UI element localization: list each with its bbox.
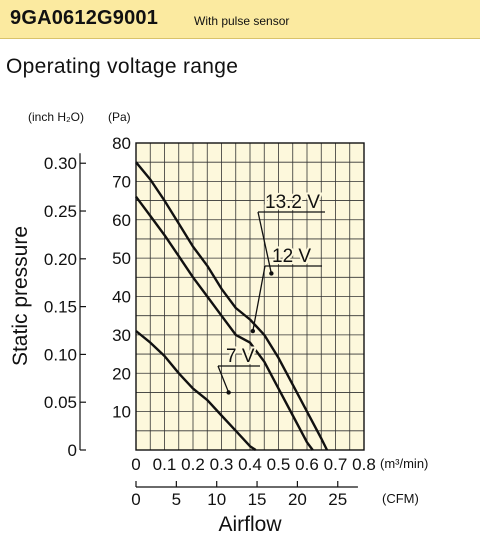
x-tick-label-m3min: 0.4 xyxy=(238,455,262,474)
x-tick-label-cfm: 10 xyxy=(207,490,226,509)
y-axis-title: Static pressure xyxy=(9,226,32,366)
x-tick-label-m3min: 0.1 xyxy=(153,455,177,474)
y-tick-label-pa: 30 xyxy=(112,326,131,345)
y-tick-label-inch: 0.25 xyxy=(44,202,77,221)
x-unit-m3min: (m³/min) xyxy=(380,456,428,471)
y-tick-label-pa: 80 xyxy=(112,134,131,153)
y-tick-label-inch: 0.15 xyxy=(44,298,77,317)
x-tick-label-m3min: 0.6 xyxy=(295,455,319,474)
series-label-1: 13.2 V xyxy=(265,192,320,213)
series-line-2 xyxy=(135,195,314,451)
x-tick-label-cfm: 20 xyxy=(288,490,307,509)
x-tick-label-cfm: 0 xyxy=(131,490,140,509)
leader-line xyxy=(252,265,266,332)
x-tick-label-m3min: 0 xyxy=(131,455,140,474)
x-tick-label-m3min: 0.8 xyxy=(352,455,376,474)
model-subtitle: With pulse sensor xyxy=(194,14,290,28)
y-tick-label-pa: 20 xyxy=(112,364,131,383)
y-tick-label-pa: 50 xyxy=(112,249,131,268)
model-title: 9GA0612G9001 xyxy=(10,7,159,29)
y-unit-pa: (Pa) xyxy=(108,110,131,124)
y-tick-label-inch: 0.30 xyxy=(44,154,77,173)
y-tick-label-pa: 10 xyxy=(112,403,131,422)
leader-line xyxy=(217,365,230,393)
x-tick-label-m3min: 0.3 xyxy=(210,455,234,474)
x-unit-cfm: (CFM) xyxy=(382,491,419,506)
y-tick-label-inch: 0.20 xyxy=(44,250,77,269)
x-axis-title: Airflow xyxy=(218,513,282,536)
x-tick-label-cfm: 25 xyxy=(328,490,347,509)
leader-line xyxy=(257,211,273,274)
series-label-3: 7 V xyxy=(226,346,255,367)
series-label-2: 12 V xyxy=(272,246,311,267)
y-unit-inch: (inch H₂O) xyxy=(28,110,84,124)
plot-frame xyxy=(135,142,365,451)
series-line-1 xyxy=(135,161,329,451)
leader-dot xyxy=(269,271,274,276)
y-tick-label-pa: 60 xyxy=(112,211,131,230)
leader-dot xyxy=(250,328,256,334)
x-tick-label-m3min: 0.2 xyxy=(181,455,205,474)
x-tick-label-cfm: 15 xyxy=(248,490,267,509)
x-tick-label-m3min: 0.5 xyxy=(267,455,291,474)
y-tick-label-pa: 40 xyxy=(112,288,131,307)
x-tick-label-cfm: 5 xyxy=(172,490,181,509)
section-title: Operating voltage range xyxy=(6,55,239,78)
header-bar: 9GA0612G9001 With pulse sensor xyxy=(0,0,480,39)
leader-dot xyxy=(226,390,231,395)
y-tick-label-inch: 0 xyxy=(68,441,77,460)
y-tick-label-inch: 0.05 xyxy=(44,393,77,412)
x-tick-label-m3min: 0.7 xyxy=(324,455,348,474)
series-line-3 xyxy=(135,330,257,451)
y-tick-label-pa: 70 xyxy=(112,172,131,191)
y-tick-label-inch: 0.10 xyxy=(44,345,77,364)
